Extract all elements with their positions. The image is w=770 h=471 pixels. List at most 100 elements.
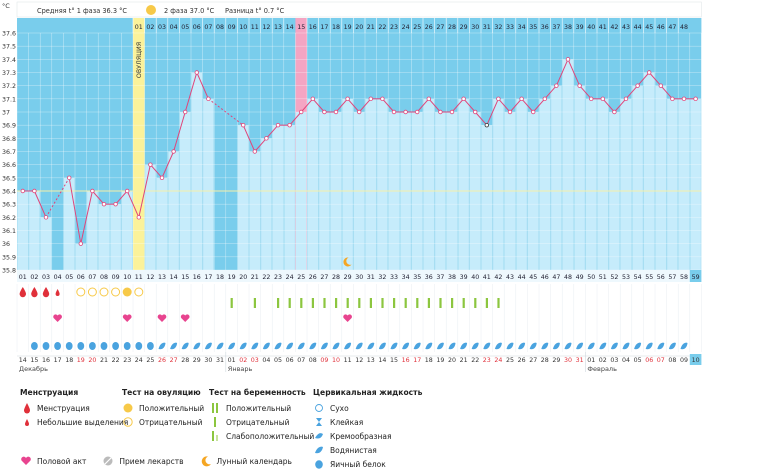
cycle-day-number: 36 xyxy=(541,24,549,31)
temperature-segment xyxy=(382,98,395,113)
temperature-segment xyxy=(463,98,476,113)
watery-icon xyxy=(552,342,560,350)
x-tick-label: 17 xyxy=(204,274,212,281)
date-label: 04 xyxy=(262,357,270,364)
temperature-segment xyxy=(625,85,638,100)
x-tick-label: 48 xyxy=(564,274,572,281)
date-label: 21 xyxy=(460,357,468,364)
x-tick-label: 55 xyxy=(645,274,653,281)
temperature-segment xyxy=(150,164,163,179)
egg-white-icon xyxy=(31,342,38,350)
y-tick-label: 35.9 xyxy=(2,254,16,261)
small-drop-icon xyxy=(20,416,34,428)
watery-icon xyxy=(471,342,479,350)
temperature-segment xyxy=(648,72,662,86)
temperature-segment xyxy=(428,98,441,113)
watery-icon xyxy=(425,342,433,350)
temperature-point xyxy=(681,96,687,102)
watery-icon xyxy=(251,342,259,350)
temperature-point xyxy=(519,96,524,102)
date-label: 15 xyxy=(30,357,38,364)
date-label: 13 xyxy=(367,357,375,364)
temperature-point xyxy=(32,188,37,194)
cycle-day-number: 28 xyxy=(448,24,456,31)
watery-icon xyxy=(413,342,421,350)
x-tick-label: 21 xyxy=(251,274,259,281)
legend-title: Цервикальная жидкость xyxy=(313,388,423,397)
date-label: 08 xyxy=(668,357,676,364)
temperature-segment xyxy=(254,138,267,152)
sun-outline-icon xyxy=(87,287,97,297)
date-label: 27 xyxy=(529,357,537,364)
date-label: 19 xyxy=(436,357,444,364)
watery-icon xyxy=(320,342,328,350)
temperature-segment xyxy=(161,151,175,179)
x-tick-label: 36 xyxy=(425,274,433,281)
cycle-day-number: 27 xyxy=(436,24,444,31)
cycle-day-number: 19 xyxy=(344,24,352,31)
sun-filled-icon xyxy=(122,402,136,414)
watery-icon xyxy=(634,342,642,350)
temperature-segment xyxy=(115,190,128,205)
legend-label: Положительный xyxy=(139,403,205,413)
cycle-day-number: 30 xyxy=(471,24,479,31)
x-tick-label: 07 xyxy=(88,274,96,281)
cycle-day-number: 03 xyxy=(158,24,166,31)
temperature-point xyxy=(287,122,292,128)
pregnancy-test-negative-icon xyxy=(393,298,396,308)
temperature-point xyxy=(66,175,72,181)
cycle-day-number: 16 xyxy=(309,24,317,31)
y-tick-label: 36.5 xyxy=(2,175,16,182)
temperature-point xyxy=(322,109,327,115)
x-tick-label: 05 xyxy=(65,274,73,281)
sun-outline-icon xyxy=(99,287,109,297)
temperature-points xyxy=(20,57,698,267)
heart-icon xyxy=(122,314,132,322)
date-label: 24 xyxy=(135,357,143,364)
date-label: 31 xyxy=(216,357,224,364)
temperature-point xyxy=(565,57,571,62)
date-label: 30 xyxy=(204,357,212,364)
pregnancy-test-negative-icon xyxy=(277,298,280,308)
date-label: 14 xyxy=(19,357,27,364)
cycle-day-number: 24 xyxy=(402,24,410,31)
temperature-segment xyxy=(33,190,47,218)
date-label: 05 xyxy=(634,357,642,364)
cycle-day-number: 01 xyxy=(135,24,143,31)
cycle-day-number: 23 xyxy=(390,24,398,31)
test-positive-icon xyxy=(209,402,223,414)
bbt-chart: 01 02 03 04 05 06 07 08 09 10 11 12 13 14 15 16 17 18 19 20… xyxy=(2,1,702,373)
month-label: Январь xyxy=(228,365,253,373)
x-tick-label: 51 xyxy=(599,274,607,281)
date-label: 02 xyxy=(239,357,247,364)
watery-icon xyxy=(541,342,549,350)
cycle-day-number: 40 xyxy=(587,24,595,31)
x-tick-label: 20 xyxy=(239,274,247,281)
x-tick-label: 46 xyxy=(541,274,549,281)
cycle-day-number: 34 xyxy=(518,24,526,31)
x-tick-label: 29 xyxy=(344,274,352,281)
egg-white-icon xyxy=(89,342,96,350)
header-bar xyxy=(16,1,702,18)
date-label: 16 xyxy=(402,357,410,364)
x-tick-label: 56 xyxy=(657,274,665,281)
cycle-day-number: 18 xyxy=(332,24,340,31)
x-tick-label: 52 xyxy=(610,274,618,281)
temperature-segment xyxy=(266,124,279,139)
date-label: 25 xyxy=(146,357,154,364)
sun-outline-icon xyxy=(122,416,136,428)
watery-icon xyxy=(494,342,502,350)
temperature-point xyxy=(438,109,443,115)
heart-icon xyxy=(180,314,190,322)
y-tick-label: 37.4 xyxy=(2,57,16,64)
watery-icon xyxy=(564,342,572,350)
cycle-day-number: 15 xyxy=(297,24,305,31)
date-label: 08 xyxy=(309,357,317,364)
legend-item: Отрицательный xyxy=(122,415,204,429)
y-axis: 35.8 35.9 36 36.1 36.2 36.3 36.4 36.5 36.6 36.7 36… xyxy=(2,2,16,275)
egg-white-icon xyxy=(147,342,154,350)
x-tick-label: 32 xyxy=(378,274,386,281)
temperature-segment xyxy=(126,190,140,218)
x-tick-label: 10 xyxy=(123,274,131,281)
